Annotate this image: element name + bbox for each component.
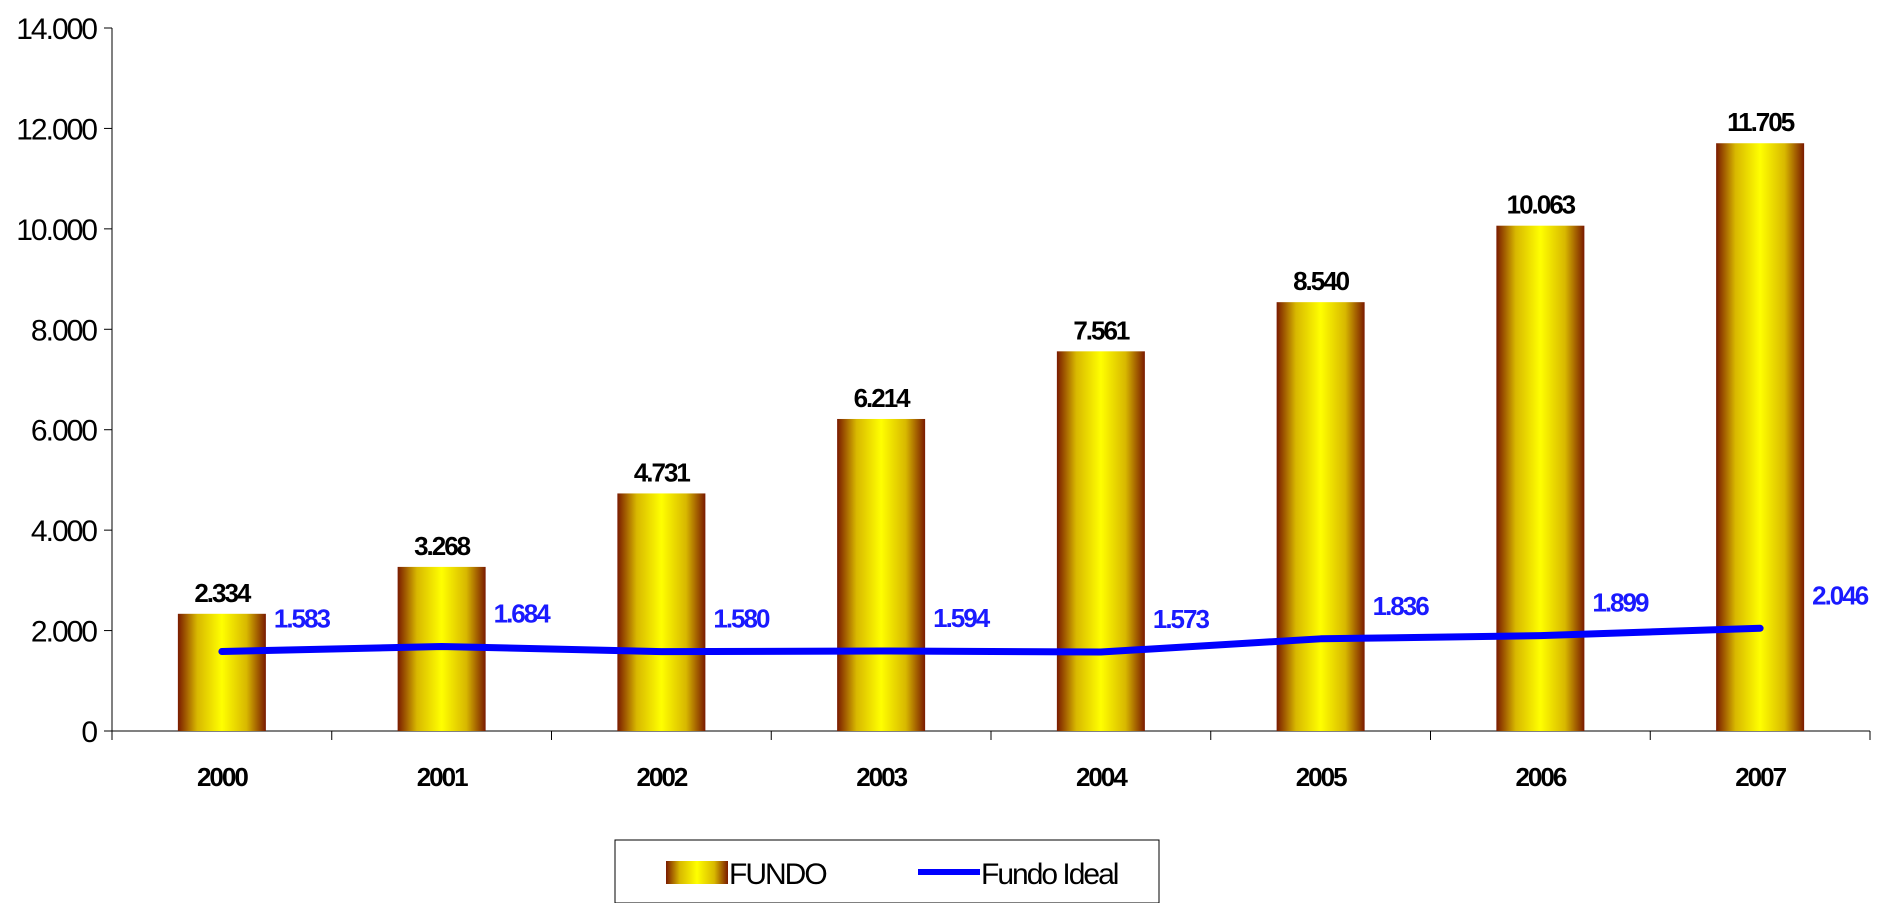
bar bbox=[1056, 351, 1145, 731]
y-tick-label: 10.000 bbox=[16, 214, 97, 247]
bar-data-label: 2.334 bbox=[194, 578, 252, 608]
x-tick-label: 2005 bbox=[1296, 762, 1347, 792]
line-data-label: 1.573 bbox=[1153, 604, 1210, 634]
y-tick-label: 4.000 bbox=[31, 515, 97, 548]
legend-label-fundo-ideal: Fundo Ideal bbox=[981, 858, 1118, 891]
legend: FUNDO Fundo Ideal bbox=[614, 839, 1160, 903]
legend-swatch-fundo bbox=[666, 861, 728, 884]
bar-data-labels: 2.334 3.268 4.731 6.214 7.561 8.540 10.063 11.7… bbox=[194, 107, 1796, 608]
line-data-labels: 1.583 1.684 1.580 1.594 1.573 1.836 1.899 2.046 bbox=[274, 580, 1871, 634]
bar-data-label: 4.731 bbox=[634, 457, 691, 487]
y-tick-label: 12.000 bbox=[16, 113, 97, 146]
x-tick-label: 2002 bbox=[636, 762, 687, 792]
y-tick-label: 8.000 bbox=[31, 314, 97, 347]
y-tick-label: 14.000 bbox=[16, 13, 97, 46]
bar-data-label: 11.705 bbox=[1727, 107, 1795, 137]
line-data-label: 1.836 bbox=[1373, 591, 1430, 621]
bar bbox=[1496, 225, 1585, 731]
x-tick-label: 2004 bbox=[1076, 762, 1128, 792]
y-axis: 0 2.000 4.000 6.000 8.000 10.000 12.000 14.000 bbox=[16, 13, 113, 749]
bar bbox=[1716, 143, 1805, 731]
line-data-label: 1.580 bbox=[713, 604, 770, 634]
x-tick-label: 2001 bbox=[417, 762, 468, 792]
bar-data-label: 8.540 bbox=[1293, 266, 1350, 296]
bar-data-label: 3.268 bbox=[414, 531, 471, 561]
x-tick-label: 2007 bbox=[1735, 762, 1786, 792]
series-line bbox=[218, 624, 1764, 656]
x-tick-label: 2003 bbox=[856, 762, 907, 792]
bar bbox=[837, 418, 926, 731]
legend-label-fundo: FUNDO bbox=[729, 858, 826, 891]
x-axis: 2000 2001 2002 2003 2004 2005 2006 2007 bbox=[111, 730, 1871, 792]
line-data-label: 1.594 bbox=[933, 603, 991, 633]
bar-data-label: 7.561 bbox=[1073, 315, 1130, 345]
line-data-label: 1.684 bbox=[494, 598, 552, 628]
bar bbox=[177, 613, 266, 731]
x-tick-label: 2000 bbox=[197, 762, 248, 792]
bar-data-label: 10.063 bbox=[1507, 190, 1576, 220]
bar-data-label: 6.214 bbox=[854, 383, 912, 413]
bar bbox=[617, 493, 706, 731]
y-tick-label: 6.000 bbox=[31, 415, 97, 448]
y-tick-label: 0 bbox=[81, 716, 97, 749]
bar-series-fundo bbox=[177, 143, 1805, 731]
line-series-fundo-ideal bbox=[218, 624, 1764, 656]
line-data-label: 1.583 bbox=[274, 604, 331, 634]
line-data-label: 1.899 bbox=[1592, 588, 1649, 618]
bar bbox=[1276, 302, 1365, 731]
y-tick-label: 2.000 bbox=[31, 616, 97, 649]
x-tick-label: 2006 bbox=[1515, 762, 1566, 792]
line-data-label: 2.046 bbox=[1812, 580, 1869, 610]
